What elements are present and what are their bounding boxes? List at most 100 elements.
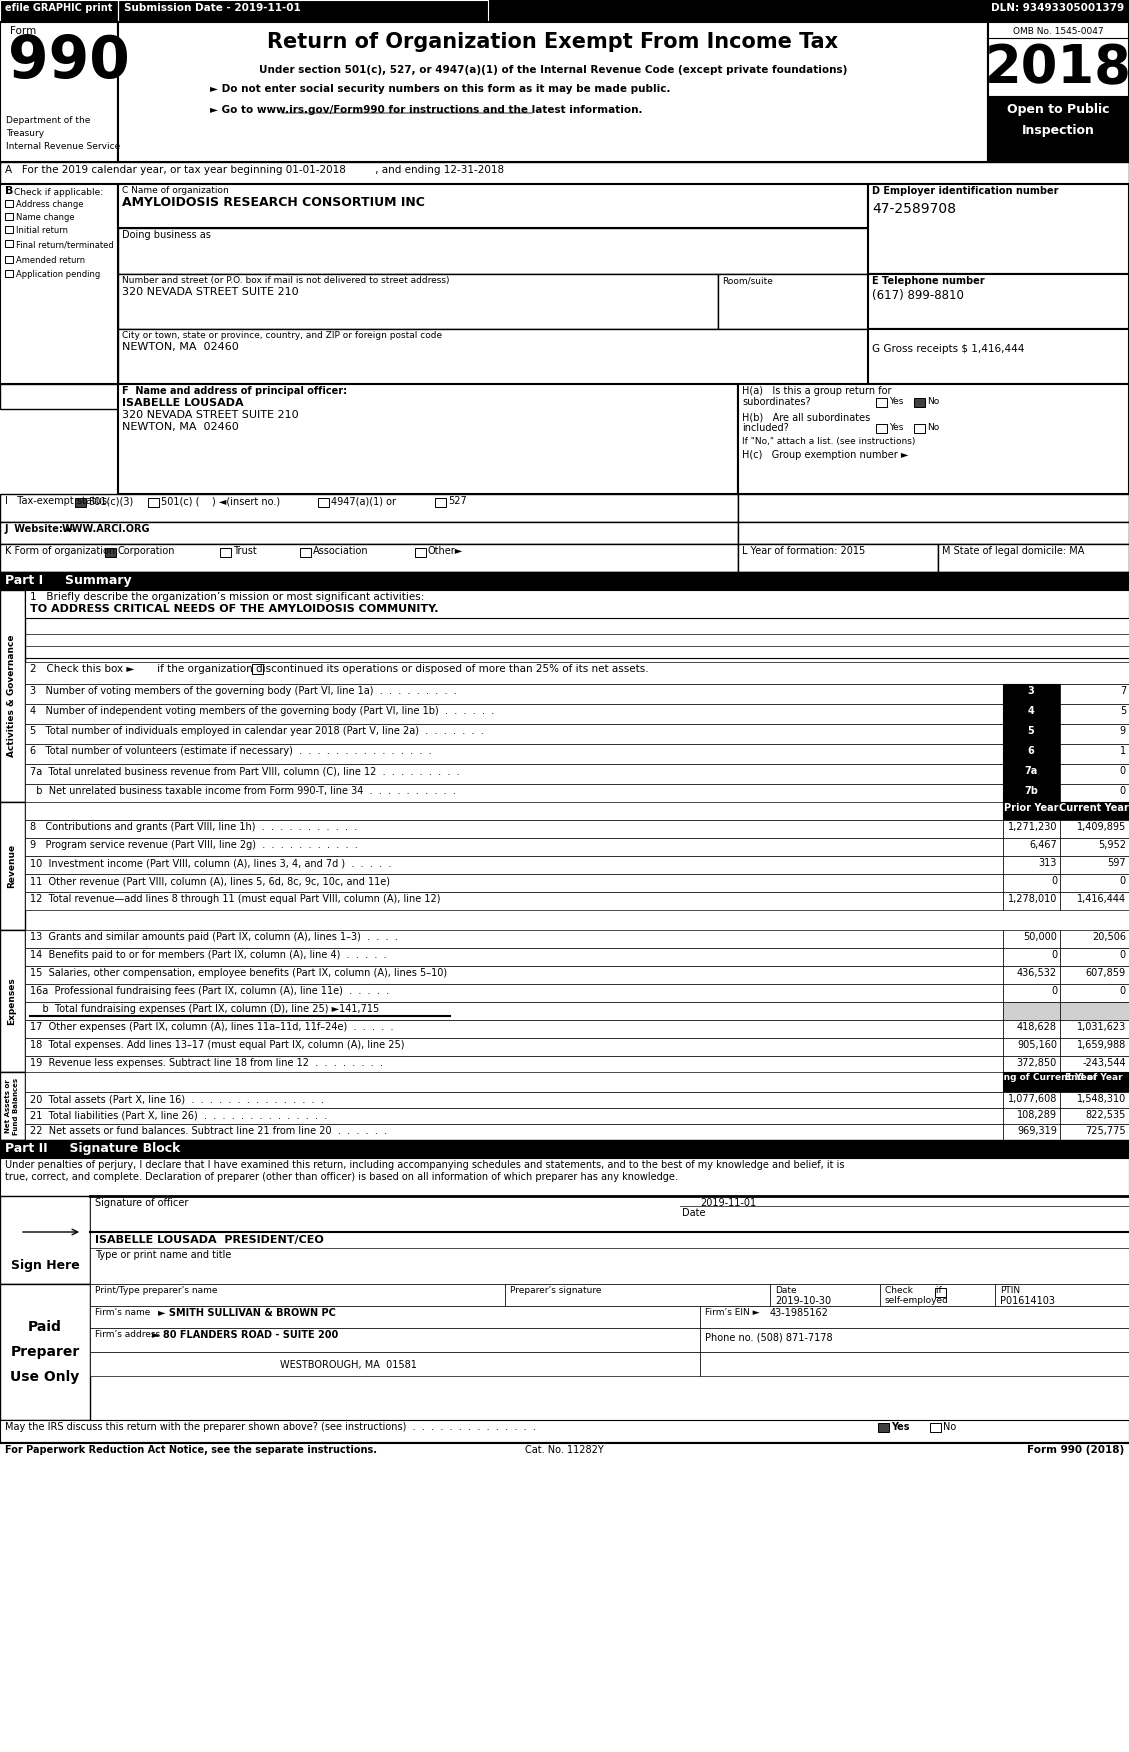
Text: D Employer identification number: D Employer identification number [872, 186, 1059, 196]
Bar [1003, 1125, 1060, 1141]
Bar [25, 745, 1003, 764]
Bar [1003, 1020, 1060, 1037]
Text: 47-2589708: 47-2589708 [872, 201, 956, 215]
Text: Other►: Other► [428, 547, 463, 555]
Bar [0, 384, 119, 408]
Bar [1060, 892, 1129, 909]
Text: 6   Total number of volunteers (estimate if necessary)  .  .  .  .  .  .  .  .  : 6 Total number of volunteers (estimate i… [30, 746, 431, 757]
Text: Prior Year: Prior Year [1004, 802, 1058, 813]
Text: TO ADDRESS CRITICAL NEEDS OF THE AMYLOIDOSIS COMMUNITY.: TO ADDRESS CRITICAL NEEDS OF THE AMYLOID… [30, 604, 438, 613]
Text: Association: Association [313, 547, 369, 555]
Bar [1060, 683, 1129, 704]
Bar [25, 985, 1003, 1002]
Bar [876, 424, 887, 433]
Text: 969,319: 969,319 [1017, 1127, 1057, 1135]
Bar [738, 494, 1129, 522]
Bar [90, 1284, 505, 1305]
Text: 2019-11-01: 2019-11-01 [700, 1198, 756, 1207]
Text: 2019-10-30: 2019-10-30 [774, 1296, 831, 1305]
Text: 11  Other revenue (Part VIII, column (A), lines 5, 6d, 8c, 9c, 10c, and 11e): 11 Other revenue (Part VIII, column (A),… [30, 876, 390, 887]
Bar [0, 1284, 90, 1421]
Bar [1003, 820, 1060, 837]
Text: Name change: Name change [16, 214, 75, 223]
Bar [0, 1141, 1129, 1158]
Bar [876, 398, 887, 406]
Text: C Name of organization: C Name of organization [122, 186, 229, 194]
Bar [1060, 948, 1129, 965]
Text: 1: 1 [1120, 746, 1126, 757]
Bar [25, 948, 1003, 965]
Text: Activities & Governance: Activities & Governance [8, 634, 17, 757]
Bar [770, 1284, 879, 1305]
Text: 822,535: 822,535 [1086, 1111, 1126, 1120]
Text: 320 NEVADA STREET SUITE 210: 320 NEVADA STREET SUITE 210 [122, 410, 299, 420]
Text: Under penalties of perjury, I declare that I have examined this return, includin: Under penalties of perjury, I declare th… [5, 1160, 844, 1170]
Text: 0: 0 [1051, 950, 1057, 960]
Text: 3: 3 [1027, 687, 1034, 696]
Text: L Year of formation: 2015: L Year of formation: 2015 [742, 547, 865, 555]
Text: Print/Type preparer’s name: Print/Type preparer’s name [95, 1286, 218, 1295]
Text: 4   Number of independent voting members of the governing body (Part VI, line 1b: 4 Number of independent voting members o… [30, 706, 495, 717]
Text: Firm’s name: Firm’s name [95, 1309, 150, 1318]
Text: A   For the 2019 calendar year, or tax year beginning 01-01-2018         , and e: A For the 2019 calendar year, or tax yea… [5, 165, 505, 175]
Text: Yes: Yes [889, 398, 903, 406]
Bar [1060, 1037, 1129, 1056]
Bar [1060, 783, 1129, 804]
Text: 1,409,895: 1,409,895 [1077, 822, 1126, 832]
Bar [1003, 683, 1060, 704]
Text: 1,077,608: 1,077,608 [1007, 1093, 1057, 1104]
Text: 20  Total assets (Part X, line 16)  .  .  .  .  .  .  .  .  .  .  .  .  .  .  .: 20 Total assets (Part X, line 16) . . . … [30, 1093, 324, 1104]
Text: Open to Public
Inspection: Open to Public Inspection [1007, 103, 1110, 137]
Bar [105, 548, 116, 557]
Text: If "No," attach a list. (see instructions): If "No," attach a list. (see instruction… [742, 436, 916, 447]
Text: Sign Here: Sign Here [10, 1258, 79, 1272]
Text: 0: 0 [1120, 787, 1126, 795]
Text: Current Year: Current Year [1059, 802, 1129, 813]
Text: Form 990 (2018): Form 990 (2018) [1026, 1445, 1124, 1454]
Bar [25, 802, 1003, 820]
Text: Submission Date - 2019-11-01: Submission Date - 2019-11-01 [124, 4, 300, 12]
Bar [1060, 1020, 1129, 1037]
Bar [75, 498, 86, 506]
Text: 372,850: 372,850 [1017, 1058, 1057, 1069]
Text: 12  Total revenue—add lines 8 through 11 (must equal Part VIII, column (A), line: 12 Total revenue—add lines 8 through 11 … [30, 894, 440, 904]
Bar [718, 273, 868, 329]
Text: OMB No. 1545-0047: OMB No. 1545-0047 [1013, 26, 1103, 37]
Bar [0, 23, 119, 161]
Text: H(a)   Is this a group return for: H(a) Is this a group return for [742, 385, 892, 396]
Bar [25, 837, 1003, 857]
Text: 9   Program service revenue (Part VIII, line 2g)  .  .  .  .  .  .  .  .  .  .  : 9 Program service revenue (Part VIII, li… [30, 839, 358, 850]
Bar [0, 802, 25, 930]
Bar [1060, 1107, 1129, 1125]
Text: 8   Contributions and grants (Part VIII, line 1h)  .  .  .  .  .  .  .  .  .  . : 8 Contributions and grants (Part VIII, l… [30, 822, 357, 832]
Text: Return of Organization Exempt From Income Tax: Return of Organization Exempt From Incom… [268, 32, 839, 53]
Text: Preparer’s signature: Preparer’s signature [510, 1286, 602, 1295]
Text: 7a: 7a [1024, 766, 1038, 776]
Bar [1003, 892, 1060, 909]
Bar [5, 256, 14, 263]
Text: P01614103: P01614103 [1000, 1296, 1054, 1305]
Bar [90, 1353, 700, 1375]
Bar [878, 1423, 889, 1431]
Bar [1060, 802, 1129, 820]
Text: 501(c) (    ) ◄(insert no.): 501(c) ( ) ◄(insert no.) [161, 496, 280, 506]
Bar [0, 1158, 1129, 1197]
Text: ISABELLE LOUSADA: ISABELLE LOUSADA [122, 398, 244, 408]
Bar [25, 590, 1129, 618]
Text: ISABELLE LOUSADA  PRESIDENT/CEO: ISABELLE LOUSADA PRESIDENT/CEO [95, 1235, 324, 1246]
Bar [935, 1288, 946, 1296]
Text: b  Total fundraising expenses (Part IX, column (D), line 25) ►141,715: b Total fundraising expenses (Part IX, c… [30, 1004, 379, 1014]
Bar [914, 398, 925, 406]
Bar [1003, 1072, 1060, 1091]
Bar [1060, 745, 1129, 764]
Text: 14  Benefits paid to or for members (Part IX, column (A), line 4)  .  .  .  .  .: 14 Benefits paid to or for members (Part… [30, 950, 386, 960]
Bar [868, 184, 1129, 273]
Text: ► Do not enter social security numbers on this form as it may be made public.: ► Do not enter social security numbers o… [210, 84, 671, 95]
Bar [25, 724, 1003, 745]
Bar [0, 0, 119, 23]
Text: 990: 990 [8, 33, 130, 89]
Bar [700, 1305, 1129, 1328]
Bar [119, 384, 738, 494]
Bar [25, 783, 1003, 804]
Text: Initial return: Initial return [16, 226, 68, 235]
